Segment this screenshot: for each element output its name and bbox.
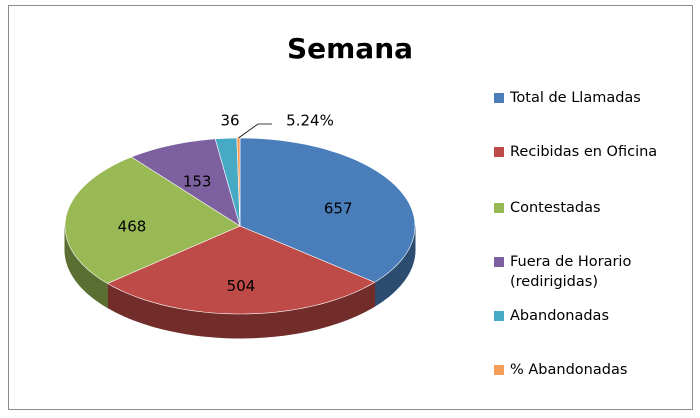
legend-item: Recibidas en Oficina bbox=[494, 142, 674, 162]
data-label: 657 bbox=[324, 199, 353, 217]
legend-item: Contestadas bbox=[494, 198, 674, 218]
data-label: 153 bbox=[183, 172, 212, 190]
legend-label: Fuera de Horario (redirigidas) bbox=[510, 254, 632, 290]
legend-label: Abandonadas bbox=[510, 308, 609, 324]
slice-top bbox=[236, 137, 241, 227]
legend-item: % Abandonadas bbox=[494, 360, 674, 380]
legend-label: % Abandonadas bbox=[510, 362, 628, 378]
legend-swatch bbox=[494, 203, 504, 213]
leader-line bbox=[238, 123, 272, 139]
slice bbox=[130, 138, 241, 227]
slice-top bbox=[64, 156, 241, 284]
legend-label: Recibidas en Oficina bbox=[510, 144, 658, 160]
legend-swatch bbox=[494, 365, 504, 375]
legend-swatch bbox=[494, 257, 504, 267]
legend-item: Abandonadas bbox=[494, 306, 674, 326]
slice bbox=[239, 137, 416, 308]
legend-swatch bbox=[494, 311, 504, 321]
slice-top bbox=[106, 225, 376, 315]
slice-top bbox=[130, 138, 241, 227]
slice bbox=[236, 137, 241, 227]
data-label: 36 bbox=[220, 112, 239, 130]
legend-item: Total de Llamadas bbox=[494, 88, 674, 108]
data-label: 5.24% bbox=[286, 112, 334, 130]
data-label: 504 bbox=[227, 277, 256, 295]
slice bbox=[64, 156, 241, 309]
legend-swatch bbox=[494, 93, 504, 103]
legend-label: Total de Llamadas bbox=[510, 90, 641, 106]
data-label: 468 bbox=[118, 217, 147, 235]
legend-label: Contestadas bbox=[510, 200, 601, 216]
slice-top bbox=[239, 137, 416, 283]
legend-item: Fuera de Horario (redirigidas) bbox=[494, 252, 674, 292]
chart-title: Semana bbox=[287, 32, 413, 65]
legend-swatch bbox=[494, 147, 504, 157]
